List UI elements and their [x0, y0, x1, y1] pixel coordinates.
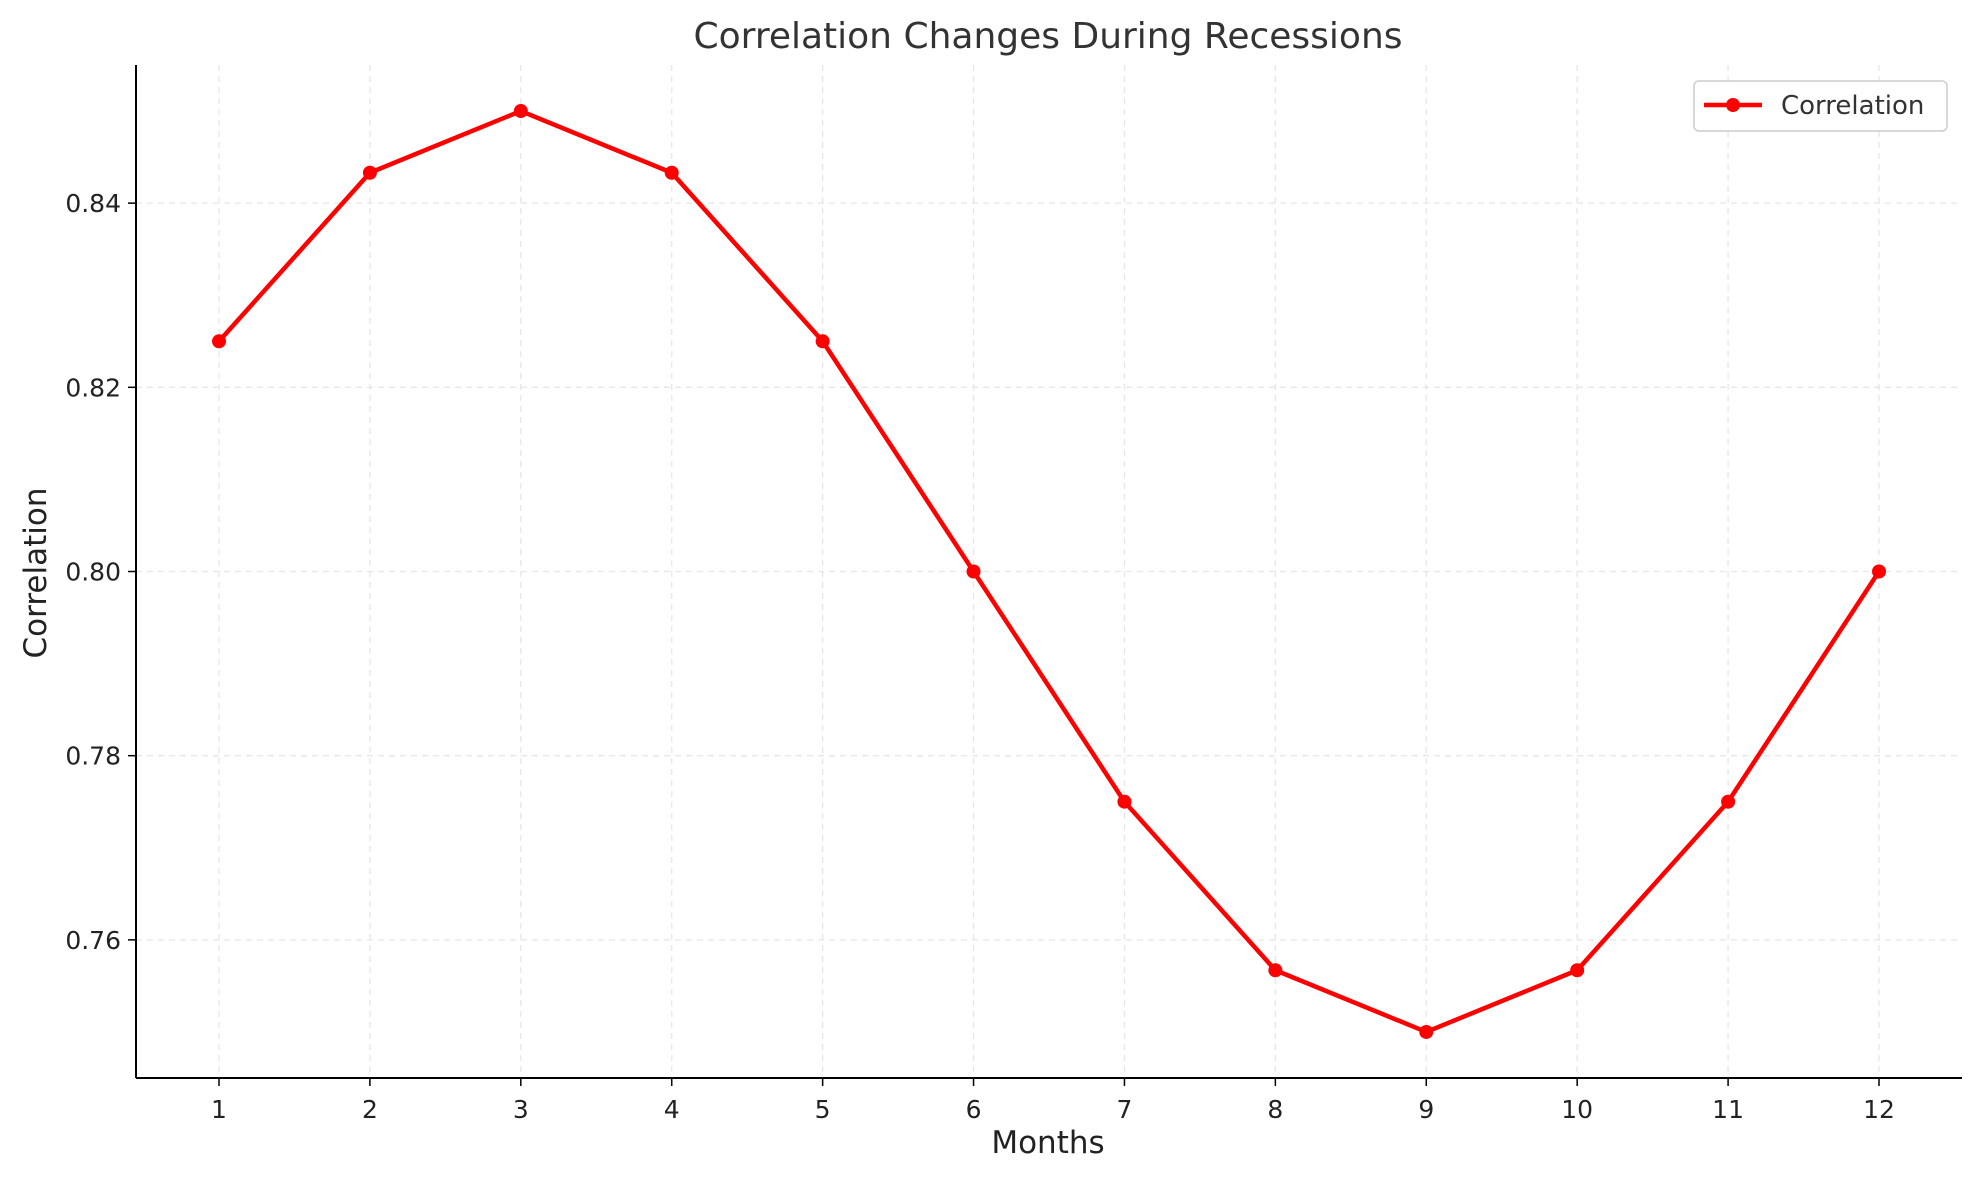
x-tick-label: 6 [966, 1095, 982, 1124]
data-point [815, 334, 830, 349]
y-tick-label: 0.82 [65, 373, 121, 402]
data-point [212, 334, 226, 349]
chart-title: Correlation Changes During Recessions [693, 16, 1402, 57]
x-tick-label: 10 [1561, 1095, 1593, 1124]
legend-marker-swatch [1726, 98, 1740, 112]
series-line [216, 108, 1882, 1035]
data-point [1268, 963, 1283, 978]
data-point [1872, 564, 1886, 579]
legend-label: Correlation [1781, 91, 1924, 121]
data-point [1721, 794, 1736, 809]
x-tick-label: 5 [815, 1095, 831, 1124]
series-layer [212, 104, 1886, 1039]
x-tick-label: 11 [1712, 1095, 1744, 1124]
x-tick-label: 12 [1863, 1095, 1895, 1124]
axes-layer: 1 2 3 4 5 6 7 8 9 10 11 120.760.780.800.820.84 [65, 65, 1962, 1124]
x-tick-label: 1 [211, 1095, 227, 1124]
data-point [513, 104, 528, 119]
y-tick-label: 0.78 [65, 742, 121, 771]
data-point [362, 165, 377, 180]
grid-layer [136, 65, 1962, 1078]
x-tick-label: 4 [664, 1095, 680, 1124]
y-tick-label: 0.80 [65, 558, 121, 587]
y-tick-label: 0.76 [65, 926, 121, 955]
y-tick-label: 0.84 [65, 189, 121, 218]
x-tick-label: 8 [1267, 1095, 1283, 1124]
data-point [1117, 794, 1132, 809]
y-axis-label: Correlation [18, 488, 54, 659]
data-point [1570, 963, 1585, 978]
x-tick-label: 7 [1117, 1095, 1133, 1124]
x-tick-label: 9 [1418, 1095, 1434, 1124]
legend-box [1693, 80, 1948, 132]
labels-layer: Correlation Changes During Recessions Mo… [18, 16, 1403, 1161]
x-tick-label: 3 [513, 1095, 529, 1124]
x-tick-label: 2 [362, 1095, 378, 1124]
data-point [664, 165, 679, 180]
legend: Correlation [1693, 80, 1948, 132]
x-axis-label: Months [991, 1125, 1104, 1161]
data-point [966, 564, 981, 579]
data-point [1419, 1024, 1434, 1039]
